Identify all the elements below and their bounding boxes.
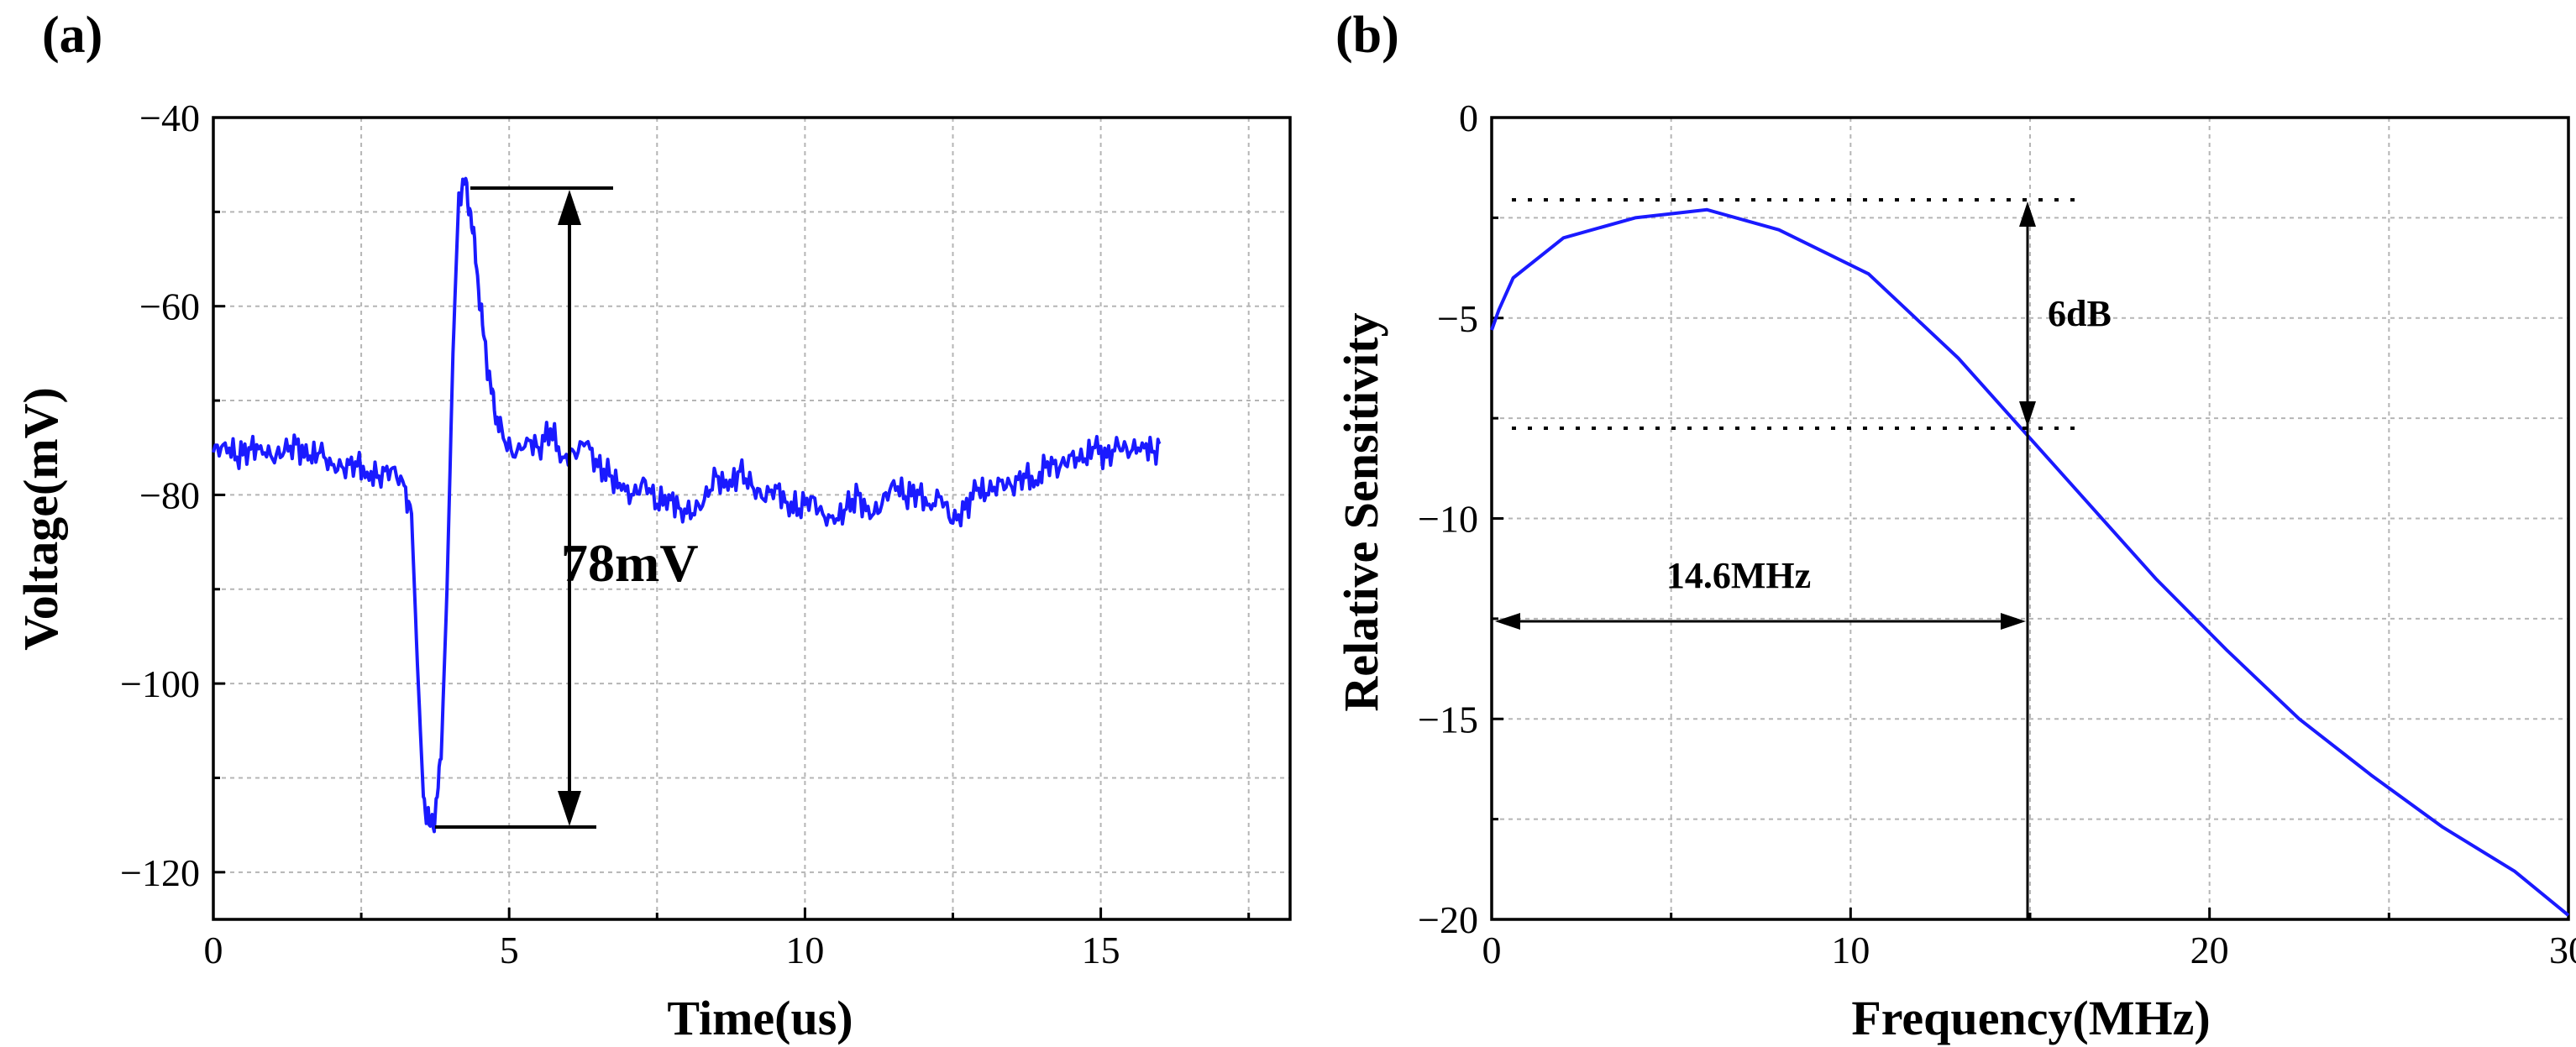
y-tick-label: −10 (1418, 498, 1478, 541)
x-tick-label: 10 (1831, 929, 1870, 971)
amplitude-arrow-down-head (558, 791, 581, 826)
6db-arrow-down-head (2019, 401, 2036, 427)
x-tick-label: 10 (785, 929, 824, 971)
y-tick-label: −20 (1418, 898, 1478, 941)
x-tick-label: 30 (2549, 929, 2576, 971)
bandwidth-arrow-left-head (1495, 613, 1520, 630)
bandwidth-arrow-right-head (2001, 613, 2026, 630)
panel-a-voltage-chart: (a) 0 5 10 15 −40 −60 −80 −100 −120 78mV Time(u… (13, 7, 1292, 1045)
y-tick-label: 0 (1459, 97, 1478, 139)
panel-a-amplitude-annotation: 78mV (435, 186, 699, 829)
panel-b-x-tick-labels: 0 10 20 30 (1482, 929, 2576, 971)
x-tick-label: 15 (1082, 929, 1120, 971)
y-tick-label: −80 (139, 474, 200, 516)
panel-b-6db-annotation: 6dB (1512, 198, 2112, 919)
y-tick-label: −40 (139, 97, 200, 139)
panel-a-ticks (212, 116, 1251, 919)
x-tick-label: 0 (204, 929, 223, 971)
y-tick-label: −120 (120, 851, 200, 894)
amplitude-arrow-up-head (558, 190, 581, 225)
panel-a-x-axis-title: Time(us) (667, 991, 853, 1045)
panel-b-bandwidth-annotation: 14.6MHz (1495, 555, 2026, 630)
panel-a-grid (213, 118, 1290, 919)
y-tick-label: −100 (120, 662, 200, 705)
panel-a-x-tick-labels: 0 5 10 15 (204, 929, 1120, 971)
y-tick-label: −60 (139, 285, 200, 328)
bandwidth-label: 14.6MHz (1666, 555, 1811, 596)
panel-b-y-axis-title: Relative Sensitivity (1334, 312, 1388, 711)
panel-b-sensitivity-line (1490, 207, 2570, 917)
x-tick-label: 5 (500, 929, 519, 971)
6db-arrow-up-head (2019, 202, 2036, 227)
6db-label: 6dB (2048, 293, 2112, 334)
panel-a-voltage-line (212, 176, 1162, 834)
panel-b-label: (b) (1335, 7, 1399, 64)
y-tick-label: −5 (1437, 297, 1478, 340)
panel-a-label: (a) (42, 7, 102, 64)
panel-a-y-axis-title: Voltage(mV) (13, 387, 68, 651)
x-tick-label: 20 (2190, 929, 2229, 971)
panel-a-y-tick-labels: −40 −60 −80 −100 −120 (120, 97, 200, 894)
panel-a-plot-frame (212, 116, 1292, 921)
panel-b-sensitivity-chart: (b) 0 10 20 30 0 −5 −10 −15 −20 6dB 14.6MHz Fre… (1334, 7, 2576, 1045)
y-tick-label: −15 (1418, 698, 1478, 741)
x-tick-label: 0 (1482, 929, 1502, 971)
panel-b-x-axis-title: Frequency(MHz) (1851, 991, 2210, 1045)
panel-b-y-tick-labels: 0 −5 −10 −15 −20 (1418, 97, 1478, 941)
amplitude-label: 78mV (561, 533, 699, 593)
